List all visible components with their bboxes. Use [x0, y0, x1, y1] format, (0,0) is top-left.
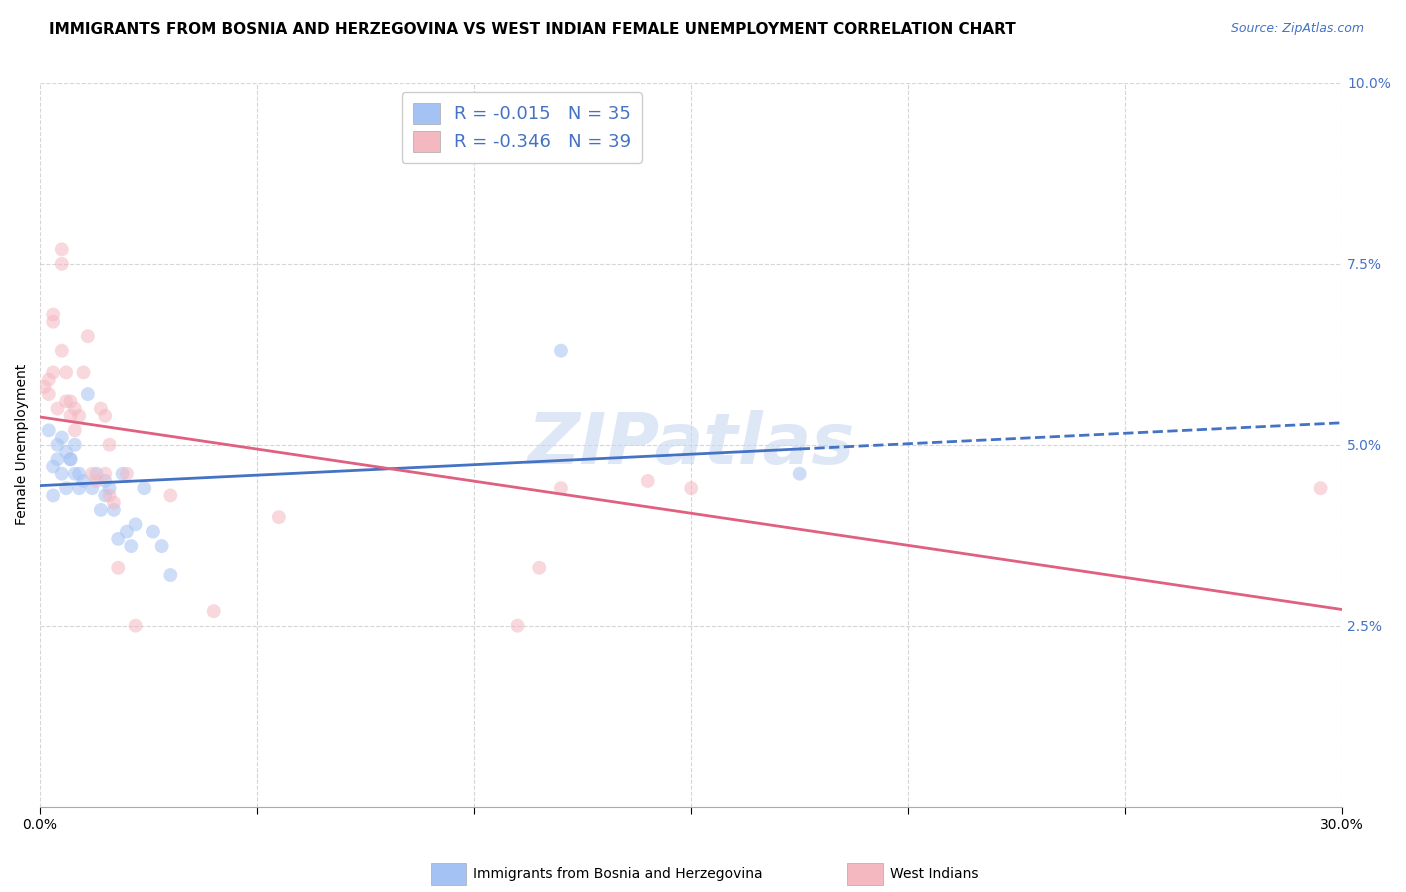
Point: [103, 496, 125, 510]
Point: [107, 532, 129, 546]
Point: [38, 423, 60, 437]
Point: [120, 539, 142, 553]
Point: [63, 401, 86, 416]
Point: [51, 257, 73, 271]
Point: [82, 467, 104, 481]
Point: [267, 510, 290, 524]
Point: [550, 343, 572, 358]
Point: [46, 401, 69, 416]
Point: [67, 409, 90, 423]
Point: [94, 474, 117, 488]
Y-axis label: Female Unemployment: Female Unemployment: [15, 364, 30, 525]
Point: [67, 467, 90, 481]
Point: [51, 431, 73, 445]
Point: [506, 618, 529, 632]
Point: [55, 445, 77, 459]
Point: [55, 394, 77, 409]
Point: [637, 474, 659, 488]
Point: [76, 329, 98, 343]
Point: [202, 604, 225, 618]
Point: [59, 452, 82, 467]
Point: [42, 308, 65, 322]
Point: [67, 481, 90, 495]
Point: [111, 467, 134, 481]
Point: [46, 438, 69, 452]
Point: [59, 394, 82, 409]
Text: West Indians: West Indians: [890, 867, 979, 880]
Point: [94, 467, 117, 481]
Point: [63, 467, 86, 481]
Point: [86, 474, 108, 488]
Point: [72, 365, 94, 379]
Point: [82, 481, 104, 495]
Point: [51, 243, 73, 257]
Point: [1309, 481, 1331, 495]
Point: [98, 481, 121, 495]
Text: IMMIGRANTS FROM BOSNIA AND HERZEGOVINA VS WEST INDIAN FEMALE UNEMPLOYMENT CORREL: IMMIGRANTS FROM BOSNIA AND HERZEGOVINA V…: [49, 22, 1017, 37]
Point: [90, 401, 112, 416]
Point: [42, 315, 65, 329]
Text: Source: ZipAtlas.com: Source: ZipAtlas.com: [1230, 22, 1364, 36]
Point: [94, 488, 117, 502]
Point: [72, 474, 94, 488]
Point: [86, 467, 108, 481]
Point: [98, 488, 121, 502]
Point: [94, 409, 117, 423]
Point: [529, 561, 551, 575]
Text: ZIPatlas: ZIPatlas: [527, 410, 855, 479]
Point: [51, 467, 73, 481]
Text: Immigrants from Bosnia and Herzegovina: Immigrants from Bosnia and Herzegovina: [472, 867, 762, 880]
Point: [107, 561, 129, 575]
Point: [103, 503, 125, 517]
Point: [76, 387, 98, 401]
Point: [42, 488, 65, 502]
Point: [98, 438, 121, 452]
Point: [134, 481, 156, 495]
Point: [159, 568, 181, 582]
Point: [59, 409, 82, 423]
Point: [38, 387, 60, 401]
Point: [550, 481, 572, 495]
Point: [159, 488, 181, 502]
Point: [55, 365, 77, 379]
Point: [63, 423, 86, 437]
Point: [46, 452, 69, 467]
Point: [42, 459, 65, 474]
Point: [789, 467, 811, 481]
Point: [63, 438, 86, 452]
Legend: R = -0.015   N = 35, R = -0.346   N = 39: R = -0.015 N = 35, R = -0.346 N = 39: [402, 92, 643, 162]
Point: [150, 539, 173, 553]
Point: [55, 481, 77, 495]
Point: [115, 524, 138, 539]
Point: [90, 503, 112, 517]
Point: [115, 467, 138, 481]
Point: [142, 524, 165, 539]
Point: [124, 517, 146, 532]
Point: [124, 618, 146, 632]
Point: [38, 373, 60, 387]
Point: [42, 365, 65, 379]
Point: [51, 343, 73, 358]
Point: [59, 452, 82, 467]
Point: [681, 481, 703, 495]
Point: [34, 380, 56, 394]
